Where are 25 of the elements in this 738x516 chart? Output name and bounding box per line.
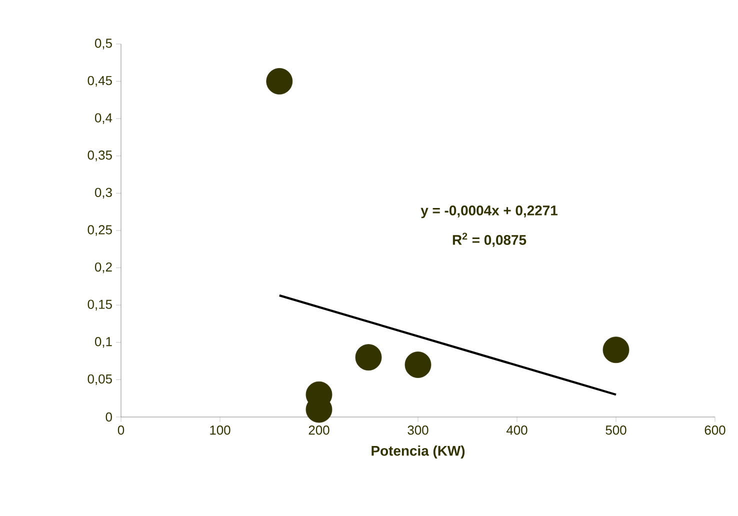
x-tick-label: 400 — [506, 426, 528, 435]
annotation: R$^{2}$ = 0,0875 — [452, 232, 526, 247]
y-tick-label: 0,5 — [94, 38, 112, 50]
point — [602, 336, 630, 364]
point — [355, 344, 382, 371]
y-tick-label: 0,2 — [94, 262, 112, 274]
y-tick-label: 0,3 — [94, 188, 112, 199]
point — [266, 68, 293, 94]
y-tick-label: 0,4 — [94, 113, 112, 124]
x-tick-label: 0 — [118, 426, 124, 435]
point — [404, 352, 432, 378]
x-axis-title: Potencia (KW) — [372, 446, 465, 459]
y-tick-label: 0,05 — [88, 374, 112, 386]
x-tick-label: 600 — [704, 426, 726, 435]
y-tick-label: 0,25 — [88, 225, 112, 236]
y-tick-label: 0,15 — [88, 300, 112, 310]
x-tick-label: 100 — [210, 426, 230, 435]
y-tick-label: 0 — [106, 412, 112, 422]
y-tick-label: 0,1 — [94, 337, 112, 348]
x-tick-label: 500 — [606, 426, 626, 435]
x-tick-label: 300 — [408, 426, 428, 435]
x-tick-label: 200 — [308, 426, 330, 435]
y-tick-label: 0,45 — [88, 76, 112, 87]
annotation: y = -0,0004x + 0,2271 — [420, 206, 558, 218]
y-tick-label: 0,35 — [88, 150, 112, 162]
